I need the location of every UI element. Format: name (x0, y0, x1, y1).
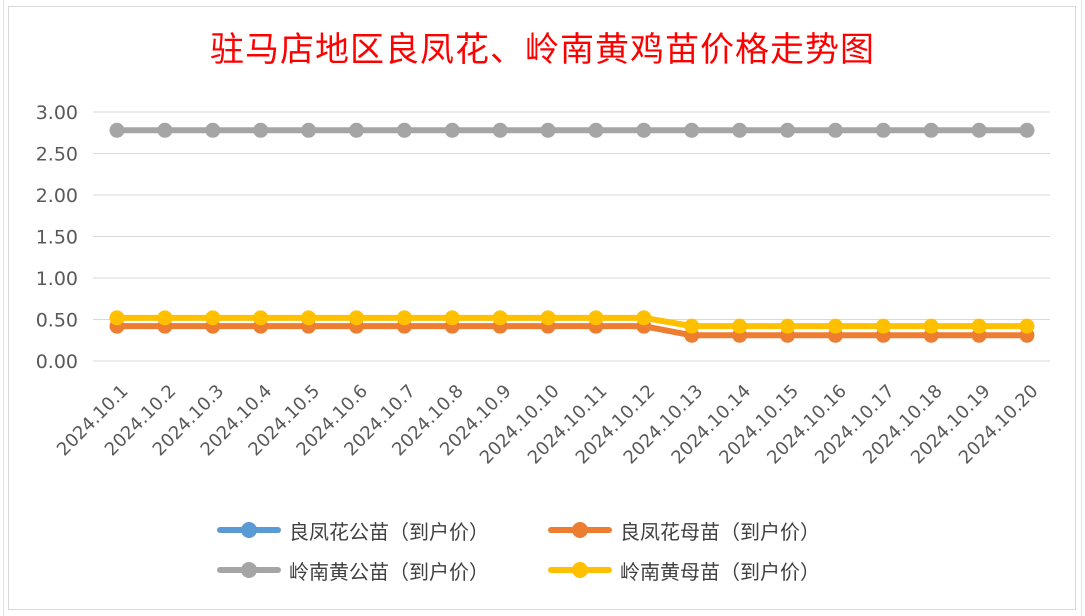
series-point-3 (971, 318, 987, 334)
series-point-2 (109, 122, 125, 138)
y-tick-label: 2.00 (36, 185, 78, 207)
series-point-2 (205, 122, 221, 138)
series-point-2 (396, 122, 412, 138)
series-point-2 (301, 122, 317, 138)
series-point-2 (492, 122, 508, 138)
chart-area[interactable] (8, 6, 1076, 610)
legend-label: 岭南黄母苗（到户价） (620, 559, 820, 584)
series-point-3 (588, 310, 604, 326)
series-point-3 (827, 318, 843, 334)
series-point-2 (780, 122, 796, 138)
legend-marker (241, 562, 257, 578)
series-point-3 (636, 310, 652, 326)
series-point-3 (109, 310, 125, 326)
legend-swatch (548, 555, 612, 585)
series-point-3 (923, 318, 939, 334)
series-point-3 (1019, 318, 1035, 334)
series-point-3 (540, 310, 556, 326)
y-tick-label: 3.00 (36, 102, 78, 124)
legend-item: 岭南黄公苗（到户价） (217, 555, 489, 585)
y-tick-label: 0.00 (36, 351, 78, 373)
legend-swatch (217, 515, 281, 545)
series-point-2 (636, 122, 652, 138)
sheet-gridline (3, 0, 4, 616)
series-line-3 (114, 314, 1030, 330)
series-point-3 (780, 318, 796, 334)
series-point-2 (684, 122, 700, 138)
series-point-3 (348, 310, 364, 326)
series-point-2 (923, 122, 939, 138)
legend-marker (572, 562, 588, 578)
legend-swatch (548, 515, 612, 545)
legend-item: 良凤花母苗（到户价） (548, 515, 820, 545)
legend-marker (572, 522, 588, 538)
series-point-2 (444, 122, 460, 138)
series-point-3 (396, 310, 412, 326)
legend-marker (241, 522, 257, 538)
series-point-3 (253, 310, 269, 326)
series-point-3 (157, 310, 173, 326)
series-point-2 (157, 122, 173, 138)
legend-label: 良凤花公苗（到户价） (289, 519, 489, 544)
series-point-3 (684, 318, 700, 334)
series-point-3 (875, 318, 891, 334)
chart-title: 驻马店地区良凤花、岭南黄鸡苗价格走势图 (210, 30, 875, 70)
legend-label: 良凤花母苗（到户价） (620, 519, 820, 544)
series-point-2 (540, 122, 556, 138)
y-tick-label: 2.50 (36, 144, 78, 166)
series-point-2 (875, 122, 891, 138)
series-point-2 (253, 122, 269, 138)
series-point-3 (444, 310, 460, 326)
series-point-2 (971, 122, 987, 138)
legend-item: 岭南黄母苗（到户价） (548, 555, 820, 585)
series-point-3 (732, 318, 748, 334)
series-point-3 (301, 310, 317, 326)
series-point-3 (205, 310, 221, 326)
legend-label: 岭南黄公苗（到户价） (289, 559, 489, 584)
series-point-2 (827, 122, 843, 138)
legend-item: 良凤花公苗（到户价） (217, 515, 489, 545)
sheet-gridline (1081, 0, 1082, 616)
series-point-3 (492, 310, 508, 326)
series-point-2 (348, 122, 364, 138)
series-point-2 (1019, 122, 1035, 138)
series-line-1 (114, 323, 1030, 339)
y-tick-label: 0.50 (36, 310, 78, 332)
legend-swatch (217, 555, 281, 585)
series-point-2 (732, 122, 748, 138)
y-tick-label: 1.00 (36, 268, 78, 290)
y-tick-label: 1.50 (36, 227, 78, 249)
series-point-2 (588, 122, 604, 138)
